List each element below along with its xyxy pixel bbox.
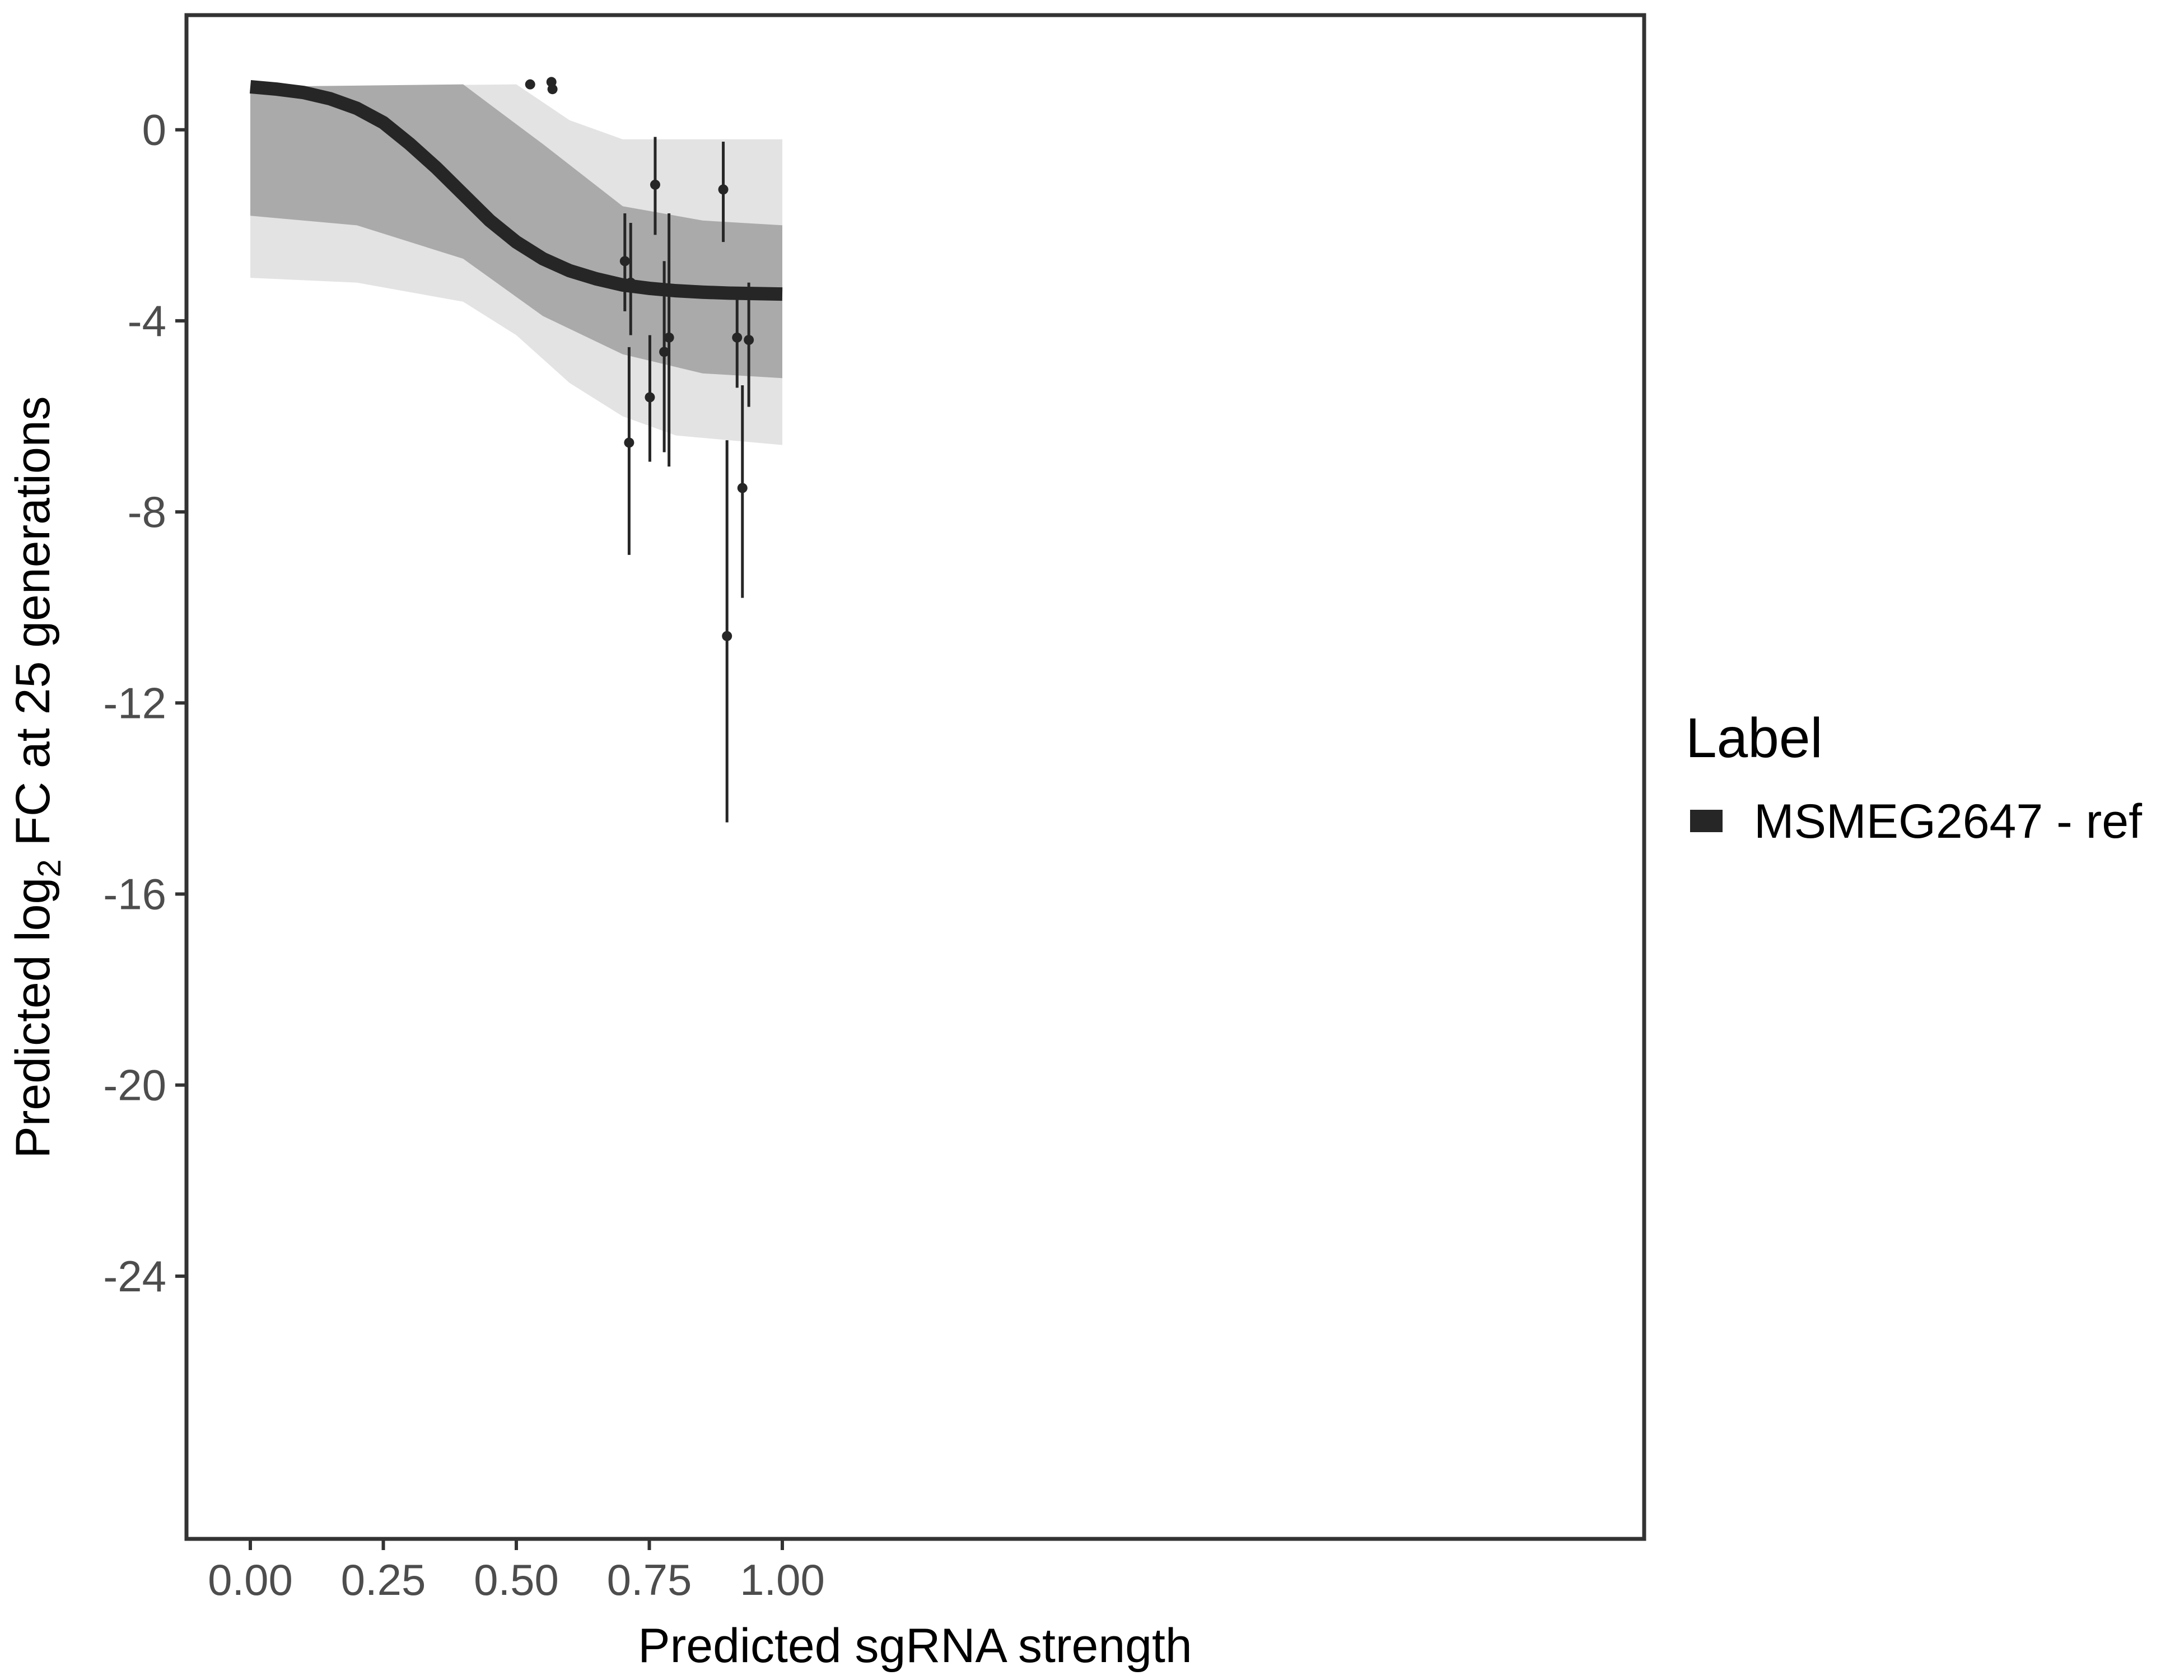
legend-title: Label <box>1686 707 1823 769</box>
y-tick-label: 0 <box>142 105 166 155</box>
legend: Label MSMEG2647 - ref <box>1686 707 2143 848</box>
x-axis: 0.00 0.25 0.50 0.75 1.00 <box>208 1541 825 1604</box>
data-point <box>664 332 674 343</box>
y-tick-label: -12 <box>103 678 166 727</box>
data-point <box>744 335 754 346</box>
data-point <box>619 256 630 267</box>
legend-key-swatch <box>1690 810 1723 832</box>
x-tick-label: 0.25 <box>341 1555 426 1604</box>
posterior-band-core <box>250 84 782 379</box>
y-axis-title-subscript: 2 <box>31 859 68 877</box>
y-tick-label: -8 <box>128 487 166 536</box>
legend-entry-label: MSMEG2647 - ref <box>1754 795 2143 848</box>
data-point <box>737 483 748 493</box>
data-point <box>624 437 634 448</box>
x-tick-label: 0.00 <box>208 1555 293 1604</box>
y-axis: 0 -4 -8 -12 -16 -20 -24 <box>103 105 185 1301</box>
observed-points-layer <box>525 77 754 823</box>
data-point <box>547 84 558 95</box>
x-axis-title: Predicted sgRNA strength <box>638 1619 1192 1673</box>
fit-curve-line <box>249 80 783 301</box>
data-point <box>659 347 670 357</box>
data-point <box>525 79 535 90</box>
data-point <box>718 184 729 195</box>
data-point <box>722 631 732 641</box>
y-tick-label: -16 <box>103 869 166 918</box>
y-tick-label: -24 <box>103 1252 166 1301</box>
posterior-draws-band <box>250 84 782 445</box>
x-tick-label: 0.75 <box>607 1555 692 1604</box>
data-point <box>645 392 655 403</box>
x-tick-label: 0.50 <box>474 1555 559 1604</box>
y-tick-label: -4 <box>128 296 166 346</box>
y-axis-title-suffix: FC at 25 generations <box>6 396 60 859</box>
data-point <box>650 179 660 190</box>
y-tick-label: -20 <box>103 1061 166 1110</box>
plot-panel-border <box>184 13 1646 1541</box>
y-axis-title: Predicted log2 FC at 25 generations <box>6 396 68 1158</box>
data-point <box>626 277 636 288</box>
fit-curve-layer <box>249 80 783 301</box>
x-tick-label: 1.00 <box>740 1555 825 1604</box>
data-point <box>732 332 743 343</box>
y-axis-title-prefix: Predicted log <box>6 878 60 1159</box>
